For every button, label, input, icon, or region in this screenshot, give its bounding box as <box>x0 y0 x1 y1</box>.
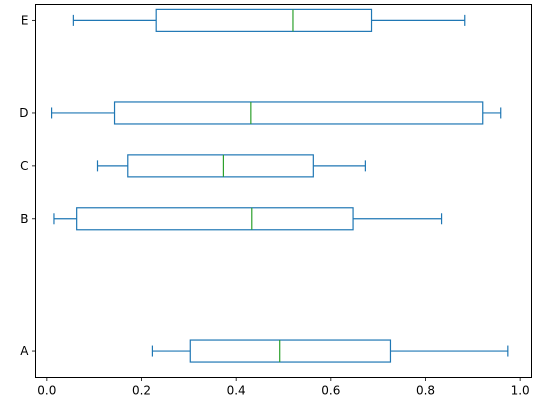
iqr-box <box>189 339 392 363</box>
iqr-box <box>155 8 373 32</box>
x-axis: 0.0 0.2 0.4 0.6 0.8 1.0 <box>37 377 530 398</box>
y-tick-label: C <box>20 159 28 173</box>
x-tick-label: 0.0 <box>37 384 56 398</box>
x-tick-label: 1.0 <box>511 384 530 398</box>
boxes-group <box>50 8 509 363</box>
box-C <box>96 154 366 178</box>
iqr-box <box>127 154 314 178</box>
x-tick-label: 0.8 <box>416 384 435 398</box>
box-B <box>53 207 443 231</box>
y-tick-label: D <box>19 106 28 120</box>
x-tick-label: 0.6 <box>321 384 340 398</box>
y-tick-label: E <box>21 13 29 27</box>
box-E <box>72 8 466 32</box>
iqr-box <box>113 101 484 125</box>
iqr-box <box>76 207 354 231</box>
y-tick-label: B <box>20 212 28 226</box>
plot-frame <box>35 4 532 378</box>
box-A <box>151 339 509 363</box>
y-axis: A B C D E <box>19 13 36 358</box>
x-tick-label: 0.2 <box>132 384 151 398</box>
y-tick-label: A <box>20 344 29 358</box>
x-tick-label: 0.4 <box>227 384 246 398</box>
box-D <box>50 101 502 125</box>
